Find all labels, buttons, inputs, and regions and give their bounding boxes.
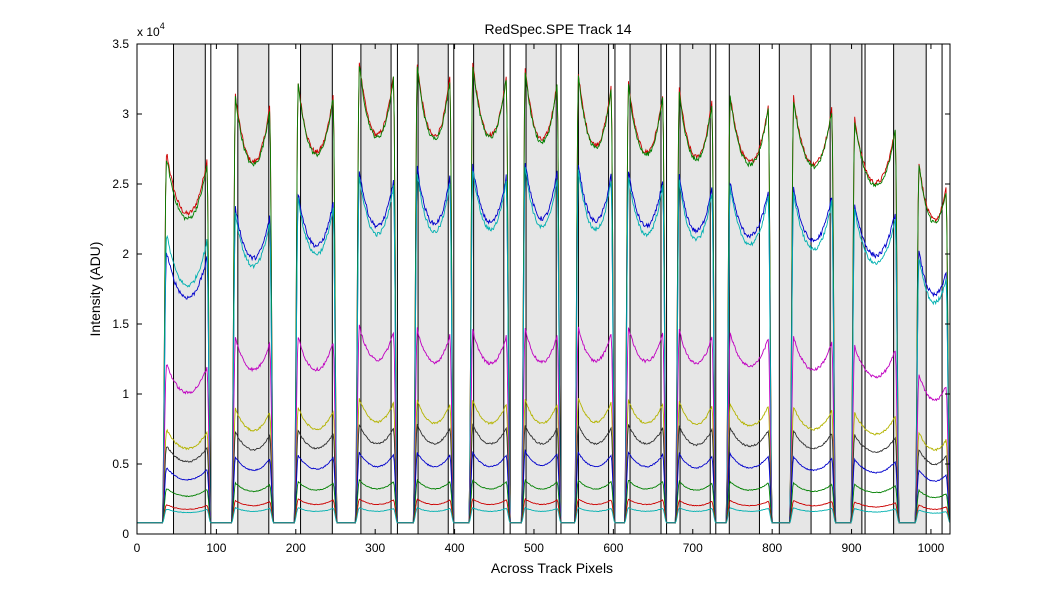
chart-title: RedSpec.SPE Track 14 <box>484 21 631 37</box>
y-tick-label: 3.5 <box>112 37 129 51</box>
y-tick-label: 0 <box>122 527 129 541</box>
y-multiplier: x 104 <box>137 21 165 39</box>
shaded-band-0 <box>173 44 206 534</box>
x-ticks: 0 100 200 300 400 500 600 700 800 900 1000 <box>134 44 945 555</box>
series-line-8 <box>137 478 951 524</box>
band-edge-lines <box>173 44 943 534</box>
y-tick-label: 0.5 <box>112 457 129 471</box>
y-multiplier-exponent: 4 <box>160 21 165 31</box>
shaded-bands <box>173 44 927 534</box>
x-tick-label: 1000 <box>918 541 945 555</box>
y-tick-label: 1.5 <box>112 317 129 331</box>
shaded-band-4 <box>418 44 449 534</box>
x-tick-label: 0 <box>134 541 141 555</box>
shaded-band-1 <box>237 44 269 534</box>
plot-area: 0 100 200 300 400 500 600 700 800 900 1000 0 0.5 1 1.… <box>112 37 951 555</box>
x-tick-label: 900 <box>842 541 862 555</box>
shaded-band-12 <box>830 44 862 534</box>
x-tick-label: 800 <box>762 541 782 555</box>
shaded-band-7 <box>578 44 609 534</box>
y-tick-label: 2.5 <box>112 177 129 191</box>
x-tick-label: 500 <box>524 541 544 555</box>
series-lines <box>137 62 951 524</box>
x-tick-label: 400 <box>445 541 465 555</box>
shaded-band-3 <box>360 44 392 534</box>
y-tick-label: 1 <box>122 387 129 401</box>
y-tick-label: 2 <box>122 247 129 261</box>
y-ticks: 0 0.5 1 1.5 2 2.5 3 3.5 <box>112 37 950 541</box>
y-tick-label: 3 <box>122 107 129 121</box>
y-axis-label: Intensity (ADU) <box>87 242 103 337</box>
shaded-band-9 <box>680 44 711 534</box>
shaded-band-5 <box>473 44 504 534</box>
shaded-band-6 <box>526 44 557 534</box>
y-multiplier-base: x 10 <box>137 25 160 39</box>
x-axis-label: Across Track Pixels <box>491 560 613 576</box>
x-tick-label: 300 <box>365 541 385 555</box>
x-tick-label: 100 <box>206 541 226 555</box>
x-tick-label: 200 <box>286 541 306 555</box>
x-tick-label: 600 <box>603 541 623 555</box>
shaded-band-11 <box>779 44 812 534</box>
x-tick-label: 700 <box>683 541 703 555</box>
series-line-10 <box>137 506 951 524</box>
axes-frame <box>136 43 951 535</box>
shaded-band-2 <box>300 44 333 534</box>
